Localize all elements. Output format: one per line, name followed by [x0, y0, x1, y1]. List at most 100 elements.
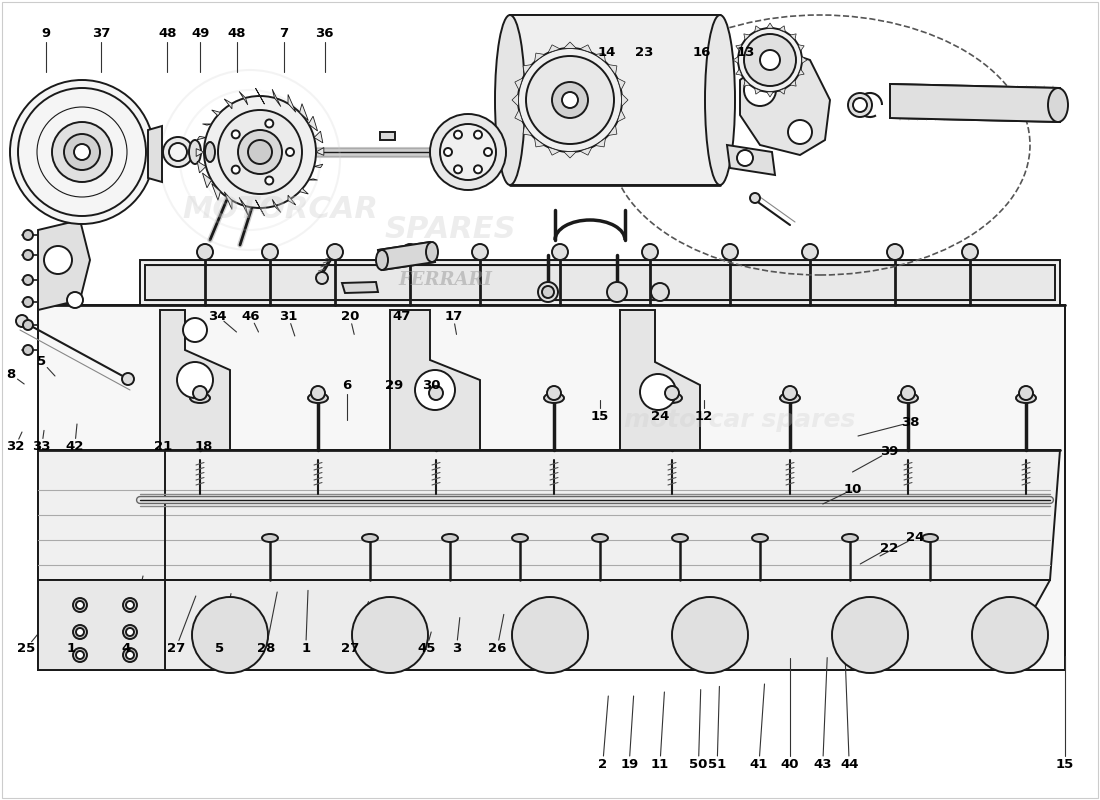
Polygon shape: [799, 45, 804, 51]
Text: 18: 18: [195, 440, 212, 453]
Text: 38: 38: [902, 416, 920, 429]
Text: 6: 6: [342, 379, 351, 392]
Text: 15: 15: [1056, 758, 1074, 770]
Polygon shape: [288, 195, 296, 205]
Polygon shape: [39, 580, 1050, 670]
Polygon shape: [755, 88, 761, 94]
Circle shape: [444, 148, 452, 156]
Circle shape: [64, 134, 100, 170]
Polygon shape: [790, 80, 796, 86]
Text: 39: 39: [880, 446, 898, 458]
Circle shape: [76, 651, 84, 659]
Circle shape: [832, 597, 908, 673]
Text: 30: 30: [422, 379, 440, 392]
Text: 49: 49: [191, 27, 209, 40]
Polygon shape: [316, 147, 323, 155]
Polygon shape: [779, 88, 785, 94]
Circle shape: [169, 143, 187, 161]
Circle shape: [73, 625, 87, 639]
Circle shape: [286, 148, 294, 156]
Circle shape: [642, 244, 658, 260]
Circle shape: [44, 246, 72, 274]
Polygon shape: [563, 152, 576, 158]
Polygon shape: [308, 179, 318, 180]
Polygon shape: [548, 45, 560, 53]
Ellipse shape: [592, 534, 608, 542]
Circle shape: [73, 648, 87, 662]
Circle shape: [265, 119, 273, 127]
Ellipse shape: [189, 140, 201, 164]
Text: 50: 50: [690, 758, 707, 770]
Polygon shape: [515, 110, 522, 122]
Polygon shape: [595, 53, 605, 62]
Ellipse shape: [308, 393, 328, 403]
Circle shape: [474, 130, 482, 138]
Polygon shape: [524, 126, 532, 135]
Polygon shape: [733, 57, 738, 63]
Circle shape: [750, 193, 760, 203]
Circle shape: [547, 386, 561, 400]
Polygon shape: [272, 89, 280, 106]
Circle shape: [518, 48, 622, 152]
Polygon shape: [299, 104, 308, 121]
Text: 31: 31: [279, 310, 297, 322]
Circle shape: [640, 374, 676, 410]
Circle shape: [666, 386, 679, 400]
Circle shape: [192, 386, 207, 400]
Polygon shape: [202, 124, 211, 125]
Ellipse shape: [898, 393, 918, 403]
Text: motorcar spares: motorcar spares: [625, 408, 856, 432]
Text: FERRARI: FERRARI: [398, 271, 492, 289]
Circle shape: [126, 651, 134, 659]
Text: 27: 27: [341, 642, 359, 654]
Polygon shape: [744, 80, 750, 86]
Polygon shape: [767, 92, 773, 97]
Text: 8: 8: [7, 368, 15, 381]
Ellipse shape: [752, 534, 768, 542]
Text: 5: 5: [216, 642, 224, 654]
Text: 14: 14: [598, 46, 616, 58]
Polygon shape: [196, 149, 204, 157]
Text: 44: 44: [840, 758, 858, 770]
Text: SPARES: SPARES: [384, 215, 516, 245]
Circle shape: [429, 386, 443, 400]
Circle shape: [163, 137, 192, 167]
Circle shape: [192, 597, 268, 673]
Polygon shape: [211, 183, 220, 200]
Polygon shape: [160, 310, 230, 450]
Text: 11: 11: [651, 758, 669, 770]
Circle shape: [454, 166, 462, 174]
Circle shape: [788, 120, 812, 144]
Circle shape: [183, 318, 207, 342]
Ellipse shape: [495, 15, 525, 185]
Text: 5: 5: [37, 355, 46, 368]
Circle shape: [887, 244, 903, 260]
Text: 19: 19: [620, 758, 638, 770]
Polygon shape: [145, 265, 1055, 300]
Text: MOTORCAR: MOTORCAR: [183, 195, 378, 225]
Text: 28: 28: [257, 642, 275, 654]
Polygon shape: [315, 131, 322, 143]
Text: 37: 37: [92, 27, 110, 40]
Text: 45: 45: [418, 642, 436, 654]
Ellipse shape: [780, 393, 800, 403]
Circle shape: [402, 244, 418, 260]
Circle shape: [23, 345, 33, 355]
Circle shape: [197, 244, 213, 260]
Circle shape: [262, 244, 278, 260]
Circle shape: [122, 373, 134, 385]
Circle shape: [672, 597, 748, 673]
Circle shape: [783, 386, 798, 400]
Circle shape: [10, 80, 154, 224]
Text: 1: 1: [67, 642, 76, 654]
Circle shape: [248, 140, 272, 164]
Circle shape: [232, 166, 240, 174]
Polygon shape: [802, 57, 807, 63]
Circle shape: [1019, 386, 1033, 400]
Polygon shape: [39, 580, 165, 670]
Ellipse shape: [205, 142, 214, 162]
Polygon shape: [617, 110, 625, 122]
Polygon shape: [140, 260, 1060, 305]
Polygon shape: [744, 34, 750, 40]
Polygon shape: [535, 53, 544, 62]
